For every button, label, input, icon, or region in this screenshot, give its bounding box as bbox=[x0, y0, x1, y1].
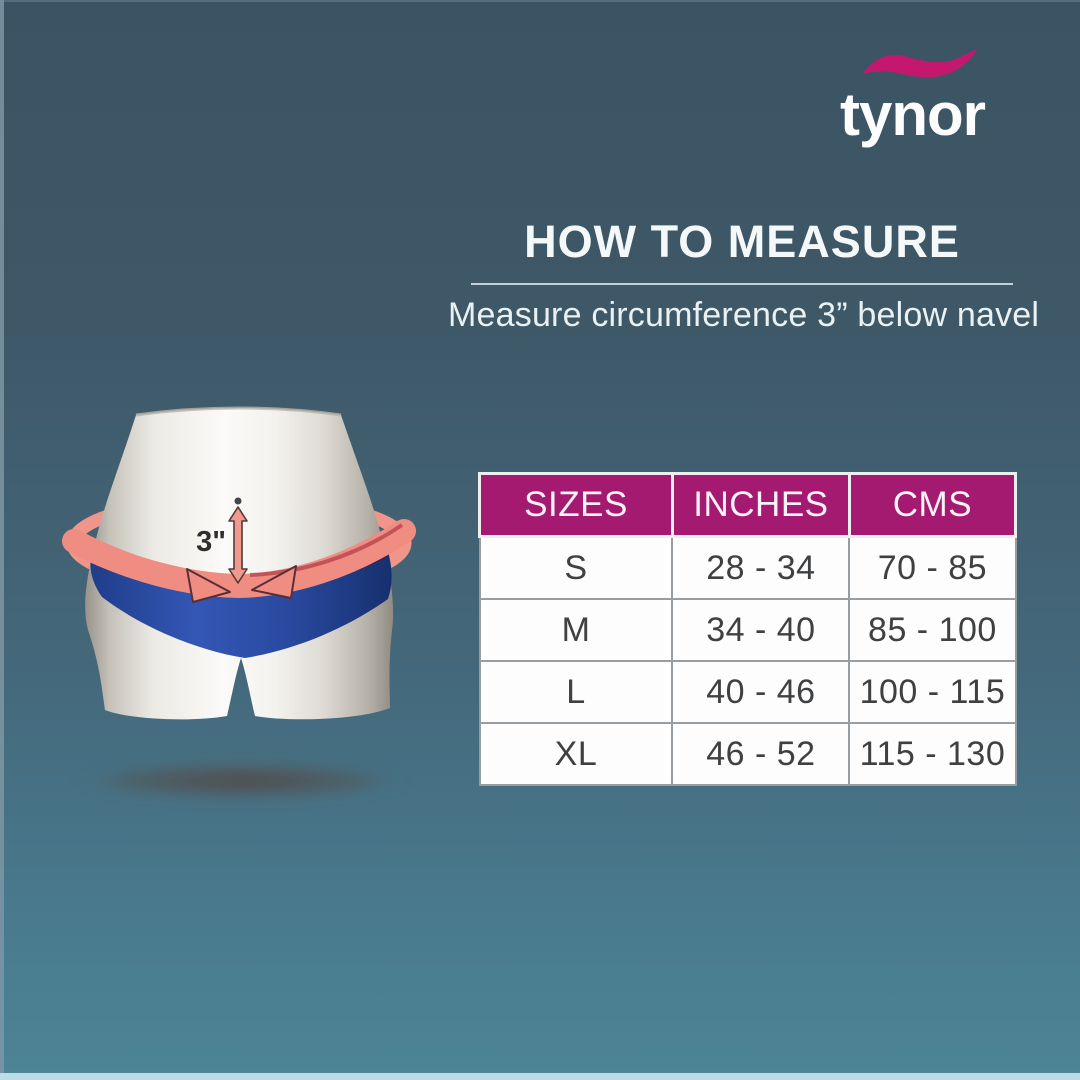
floor-shadow bbox=[74, 761, 410, 801]
table-row-xl: XL 46 - 52 115 - 130 bbox=[478, 722, 1017, 786]
size-cell: L bbox=[478, 660, 674, 724]
measurement-label: 3" bbox=[196, 526, 226, 558]
tape-arrowhead-left bbox=[186, 568, 231, 603]
measuring-tape-front-band bbox=[62, 519, 416, 599]
headline-block: HOW TO MEASURE Measure circumference 3” … bbox=[448, 216, 1040, 335]
size-chart-table: SIZES INCHES CMS S 28 - 34 70 - 85 M 34 … bbox=[478, 472, 1018, 786]
size-cell: M bbox=[478, 598, 674, 662]
logo-swoosh-icon bbox=[862, 48, 978, 78]
measurement-arrow bbox=[228, 506, 248, 584]
cms-cell: 85 - 100 bbox=[848, 598, 1017, 662]
inches-cell: 40 - 46 bbox=[671, 660, 851, 724]
inches-cell: 46 - 52 bbox=[671, 722, 851, 786]
measuring-tape-top-edge bbox=[249, 523, 404, 577]
table-row-l: L 40 - 46 100 - 115 bbox=[478, 660, 1017, 724]
cms-cell: 100 - 115 bbox=[848, 660, 1017, 724]
column-header-cms: CMS bbox=[847, 472, 1018, 538]
measurement-figure: 3" bbox=[40, 395, 470, 825]
size-cell: S bbox=[478, 535, 674, 600]
brand-name: tynor bbox=[840, 81, 986, 148]
tape-arrowhead-right bbox=[251, 565, 297, 599]
page-title: HOW TO MEASURE bbox=[524, 216, 960, 267]
measure-instruction: Measure circumference 3” below navel bbox=[448, 296, 1040, 334]
waist-cut-rim bbox=[135, 406, 342, 417]
cms-cell: 70 - 85 bbox=[848, 535, 1017, 600]
title-underline bbox=[471, 283, 1013, 285]
column-header-sizes: SIZES bbox=[478, 472, 674, 538]
inches-cell: 28 - 34 bbox=[671, 535, 851, 600]
bottom-edge-strip bbox=[0, 1073, 1080, 1080]
size-cell: XL bbox=[478, 722, 674, 786]
column-header-inches: INCHES bbox=[670, 472, 851, 538]
navel-dot bbox=[234, 497, 242, 505]
table-row-m: M 34 - 40 85 - 100 bbox=[478, 598, 1017, 662]
size-chart-header-row: SIZES INCHES CMS bbox=[478, 472, 1018, 538]
inches-cell: 34 - 40 bbox=[671, 598, 851, 662]
left-edge-highlight bbox=[0, 0, 4, 1080]
figure-illustration: 3" bbox=[62, 406, 416, 801]
cms-cell: 115 - 130 bbox=[848, 722, 1017, 786]
tynor-logo: tynor bbox=[840, 48, 1010, 145]
top-edge-highlight bbox=[0, 0, 1080, 2]
table-row-s: S 28 - 34 70 - 85 bbox=[478, 535, 1017, 600]
